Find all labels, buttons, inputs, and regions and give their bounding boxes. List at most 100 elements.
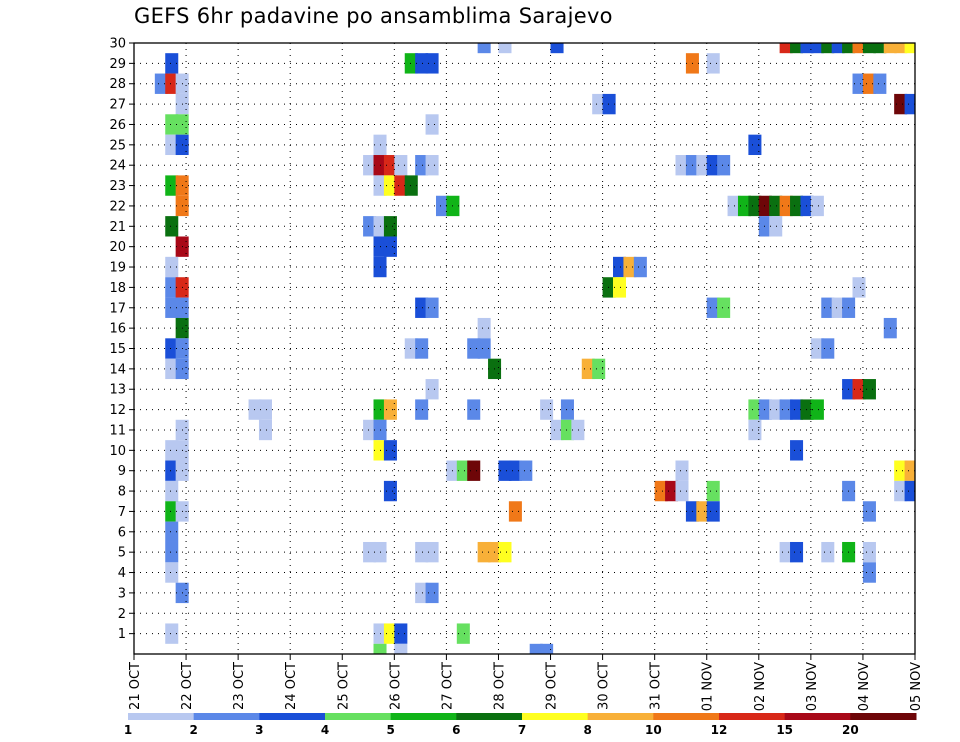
colorbar-label: 4	[321, 723, 329, 737]
heatmap-cell	[758, 216, 772, 237]
heatmap-cell	[165, 501, 179, 522]
x-axis: 21 OCT 22 OCT 23 OCT 24 OCT 25 OCT 26 OCT 27 O…	[128, 654, 924, 711]
colorbar-label: 5	[386, 723, 394, 737]
heatmap-cell	[779, 43, 793, 54]
chart-title: GEFS 6hr padavine po ansamblima Sarajevo	[134, 4, 613, 28]
heatmap-cell	[769, 399, 783, 420]
heatmap-cell	[904, 480, 915, 502]
heatmap-cell	[363, 541, 377, 563]
heatmap-cell	[425, 155, 439, 176]
x-tick-label: 05 NOV	[909, 662, 924, 711]
colorbar-swatch	[390, 713, 457, 720]
colorbar-label: 3	[255, 723, 263, 737]
heatmap-cell	[852, 43, 866, 54]
heatmap-cell	[165, 216, 179, 237]
colorbar-swatch	[850, 713, 917, 720]
heatmap-cell	[165, 480, 179, 502]
heatmap-cell	[425, 297, 439, 318]
y-tick-label: 14	[109, 362, 126, 377]
y-tick-label: 15	[109, 342, 126, 357]
heatmap-cell	[748, 399, 762, 420]
heatmap-cell	[373, 643, 387, 654]
heatmap-cell	[165, 541, 179, 563]
colorbar-swatch	[193, 713, 260, 720]
x-tick-label: 27 OCT	[440, 662, 455, 710]
heatmap-cell	[165, 53, 179, 74]
heatmap-cell	[904, 460, 915, 481]
heatmap-cell	[508, 460, 522, 481]
heatmap-cell	[717, 155, 731, 176]
heatmap-cell	[258, 399, 272, 420]
colorbar-label: 2	[189, 723, 197, 737]
heatmap-cell	[654, 480, 668, 502]
x-tick-label: 30 OCT	[597, 662, 612, 710]
heatmap-cell	[498, 43, 512, 54]
y-tick-label: 25	[109, 138, 126, 153]
heatmap-cell	[477, 338, 491, 359]
x-tick-label: 03 NOV	[805, 662, 820, 711]
heatmap-cell	[165, 256, 179, 278]
heatmap-cell	[415, 399, 429, 420]
heatmap-cell	[894, 480, 908, 502]
y-tick-label: 28	[109, 77, 126, 92]
y-tick-label: 5	[118, 546, 126, 561]
heatmap-cell	[415, 155, 429, 176]
heatmap-cell	[363, 155, 377, 176]
heatmap-cell	[862, 73, 876, 94]
y-tick-label: 1	[118, 627, 126, 642]
x-tick-label: 02 NOV	[753, 662, 768, 711]
heatmap-cell	[425, 541, 439, 563]
colorbar-swatch	[587, 713, 654, 720]
heatmap-cell	[154, 73, 168, 94]
grid-layer	[134, 43, 915, 654]
heatmap-cell	[165, 338, 179, 359]
colorbar-label: 6	[452, 723, 460, 737]
heatmap-cell	[415, 338, 429, 359]
heatmap-cell	[790, 440, 804, 461]
x-tick-label: 04 NOV	[857, 662, 872, 711]
heatmap-cell	[790, 195, 804, 217]
heatmap-cell	[790, 399, 804, 420]
heatmap-cell	[717, 297, 731, 318]
y-tick-label: 10	[109, 444, 126, 459]
colorbar-swatch	[259, 713, 326, 720]
y-tick-label: 16	[109, 322, 126, 337]
y-tick-label: 17	[109, 301, 126, 316]
y-tick-label: 18	[109, 281, 126, 296]
y-tick-label: 21	[109, 220, 126, 235]
colorbar-label: 1	[124, 723, 132, 737]
y-tick-label: 8	[118, 485, 126, 500]
heatmap-cell	[363, 216, 377, 237]
heatmap-cell	[560, 419, 574, 441]
heatmap-cell	[758, 399, 772, 420]
heatmap-cell	[404, 175, 418, 196]
heatmap-cell	[706, 480, 720, 502]
heatmap-cell	[894, 460, 908, 481]
colorbar-label: 20	[842, 723, 859, 737]
heatmap-cell	[498, 541, 512, 563]
heatmap-cell	[581, 358, 595, 380]
heatmap-cell	[675, 480, 689, 502]
colorbar-label: 10	[645, 723, 662, 737]
heatmap-cell	[415, 582, 429, 604]
heatmap-cell	[592, 93, 606, 115]
heatmap-cell	[519, 460, 533, 481]
x-tick-label: 21 OCT	[128, 662, 143, 710]
heatmap-cell	[477, 43, 491, 54]
heatmap-cell	[383, 155, 397, 176]
heatmap-cell	[613, 256, 627, 278]
colorbar-swatch	[522, 713, 589, 720]
heatmap-cell	[508, 501, 522, 522]
y-tick-label: 29	[109, 57, 126, 72]
heatmap-cell	[467, 460, 481, 481]
heatmap-cell	[571, 419, 585, 441]
heatmap-cell	[498, 460, 512, 481]
heatmap-cell	[894, 43, 908, 54]
heatmap-cell	[383, 440, 397, 461]
heatmap-cell	[821, 541, 835, 563]
y-tick-label: 30	[109, 37, 126, 52]
heatmap-cell	[415, 53, 429, 74]
heatmap-cell	[363, 419, 377, 441]
heatmap-cell	[706, 297, 720, 318]
colorbar-label: 15	[776, 723, 793, 737]
